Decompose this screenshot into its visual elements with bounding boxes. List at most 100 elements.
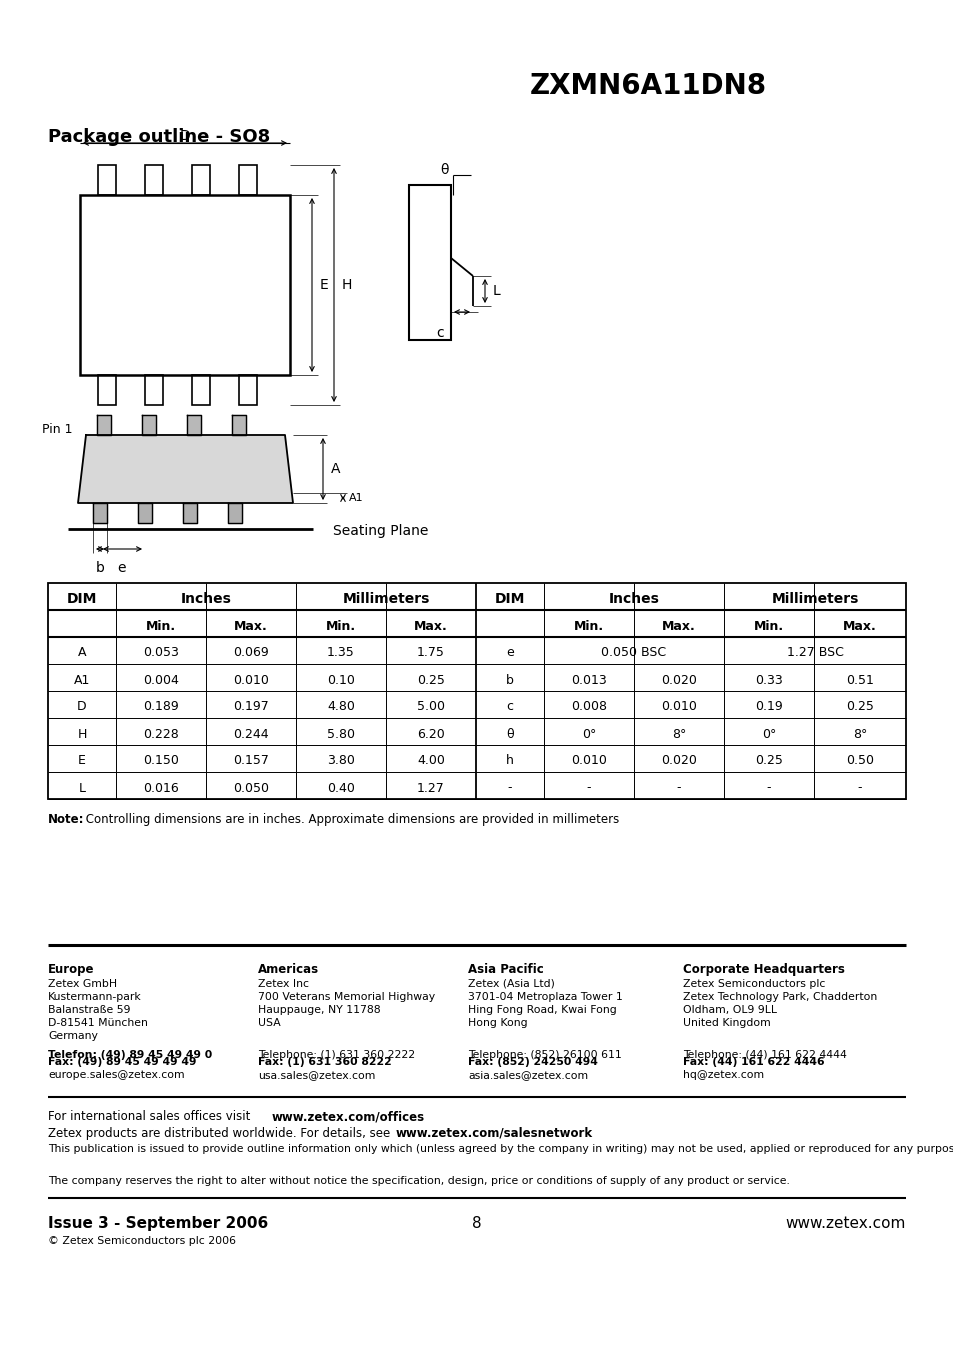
Text: Telephone: (44) 161 622 4444: Telephone: (44) 161 622 4444 <box>682 1050 846 1061</box>
Text: 0.51: 0.51 <box>845 674 873 686</box>
Text: E: E <box>319 278 329 292</box>
Text: Europe: Europe <box>48 963 94 975</box>
Text: 0.197: 0.197 <box>233 701 269 713</box>
Text: 0.016: 0.016 <box>143 781 178 794</box>
Text: Issue 3 - September 2006: Issue 3 - September 2006 <box>48 1216 268 1231</box>
Text: Max.: Max. <box>233 620 268 632</box>
Text: c: c <box>506 701 513 713</box>
Text: e: e <box>506 647 514 659</box>
Text: 0.25: 0.25 <box>416 674 444 686</box>
Text: Controlling dimensions are in inches. Approximate dimensions are provided in mil: Controlling dimensions are in inches. Ap… <box>82 813 618 825</box>
Text: For international sales offices visit: For international sales offices visit <box>48 1111 253 1123</box>
Text: 0.013: 0.013 <box>571 674 606 686</box>
Text: L: L <box>78 781 86 794</box>
Text: DIM: DIM <box>67 592 97 607</box>
Text: -: - <box>586 781 591 794</box>
Text: θ: θ <box>440 163 449 177</box>
Text: A: A <box>331 462 340 476</box>
Text: Min.: Min. <box>326 620 355 632</box>
Text: asia.sales@zetex.com: asia.sales@zetex.com <box>468 1070 587 1079</box>
Text: USA: USA <box>257 1019 280 1028</box>
Text: Fax: (44) 161 622 4446: Fax: (44) 161 622 4446 <box>682 1056 823 1067</box>
Polygon shape <box>97 415 111 435</box>
Text: D: D <box>179 128 191 143</box>
Text: 0°: 0° <box>581 727 596 740</box>
Text: A1: A1 <box>73 674 91 686</box>
Text: www.zetex.com: www.zetex.com <box>785 1216 905 1231</box>
Text: 1.27 BSC: 1.27 BSC <box>785 647 842 659</box>
Text: 4.80: 4.80 <box>327 701 355 713</box>
Bar <box>192 165 210 195</box>
Text: Millimeters: Millimeters <box>342 592 429 607</box>
Text: 0.069: 0.069 <box>233 647 269 659</box>
Text: 5.00: 5.00 <box>416 701 444 713</box>
Polygon shape <box>183 503 196 523</box>
Text: Min.: Min. <box>753 620 783 632</box>
Text: Zetex Technology Park, Chadderton: Zetex Technology Park, Chadderton <box>682 992 877 1002</box>
Text: 0.25: 0.25 <box>754 754 782 767</box>
Text: -: - <box>857 781 862 794</box>
Text: DIM: DIM <box>495 592 525 607</box>
Text: 8°: 8° <box>852 727 866 740</box>
Text: -: - <box>766 781 770 794</box>
Text: Package outline - SO8: Package outline - SO8 <box>48 128 270 146</box>
Text: 0.053: 0.053 <box>143 647 179 659</box>
Text: Inches: Inches <box>180 592 232 607</box>
Text: Zetex (Asia Ltd): Zetex (Asia Ltd) <box>468 979 555 989</box>
Text: Fax: (852) 24250 494: Fax: (852) 24250 494 <box>468 1056 598 1067</box>
Text: Millimeters: Millimeters <box>771 592 858 607</box>
Text: Hauppauge, NY 11788: Hauppauge, NY 11788 <box>257 1005 380 1015</box>
Bar <box>145 376 163 405</box>
Text: 0.228: 0.228 <box>143 727 178 740</box>
Text: Hong Kong: Hong Kong <box>468 1019 527 1028</box>
Text: 0.004: 0.004 <box>143 674 179 686</box>
Text: 4.00: 4.00 <box>416 754 444 767</box>
Text: Max.: Max. <box>414 620 447 632</box>
Text: Telefon: (49) 89 45 49 49 0: Telefon: (49) 89 45 49 49 0 <box>48 1050 212 1061</box>
Text: b: b <box>505 674 514 686</box>
Text: 0.33: 0.33 <box>755 674 782 686</box>
Text: L: L <box>493 284 500 299</box>
Text: 0.40: 0.40 <box>327 781 355 794</box>
Text: 8°: 8° <box>671 727 685 740</box>
Text: www.zetex.com/offices: www.zetex.com/offices <box>272 1111 425 1123</box>
Text: Max.: Max. <box>842 620 876 632</box>
Text: 0.010: 0.010 <box>660 701 697 713</box>
Bar <box>80 195 290 376</box>
Text: A1: A1 <box>349 493 363 503</box>
Text: H: H <box>341 278 352 292</box>
Text: Telephone: (1) 631 360 2222: Telephone: (1) 631 360 2222 <box>257 1050 415 1061</box>
Text: Balanstraße 59: Balanstraße 59 <box>48 1005 131 1015</box>
Text: H: H <box>77 727 87 740</box>
Text: 0.020: 0.020 <box>660 754 697 767</box>
Text: Seating Plane: Seating Plane <box>333 524 428 538</box>
Text: Telephone: (852) 26100 611: Telephone: (852) 26100 611 <box>468 1050 621 1061</box>
Text: 6.20: 6.20 <box>416 727 444 740</box>
Text: 8: 8 <box>472 1216 481 1231</box>
Text: 0.10: 0.10 <box>327 674 355 686</box>
Text: Americas: Americas <box>257 963 319 975</box>
Text: -: - <box>507 781 512 794</box>
Text: 0.050 BSC: 0.050 BSC <box>600 647 666 659</box>
Text: Zetex products are distributed worldwide. For details, see: Zetex products are distributed worldwide… <box>48 1127 394 1140</box>
Bar <box>98 376 116 405</box>
Text: Oldham, OL9 9LL: Oldham, OL9 9LL <box>682 1005 776 1015</box>
Text: Zetex GmbH: Zetex GmbH <box>48 979 117 989</box>
Text: Fax: (1) 631 360 8222: Fax: (1) 631 360 8222 <box>257 1056 392 1067</box>
Text: 0.050: 0.050 <box>233 781 269 794</box>
Polygon shape <box>138 503 152 523</box>
Text: 1.27: 1.27 <box>416 781 444 794</box>
Text: -: - <box>676 781 680 794</box>
Text: 0.19: 0.19 <box>755 701 782 713</box>
Text: 3.80: 3.80 <box>327 754 355 767</box>
Text: Corporate Headquarters: Corporate Headquarters <box>682 963 844 975</box>
Text: ZXMN6A11DN8: ZXMN6A11DN8 <box>530 72 766 100</box>
Text: 700 Veterans Memorial Highway: 700 Veterans Memorial Highway <box>257 992 435 1002</box>
Text: 0.008: 0.008 <box>571 701 606 713</box>
Text: Zetex Semiconductors plc: Zetex Semiconductors plc <box>682 979 824 989</box>
Text: 0.189: 0.189 <box>143 701 178 713</box>
Text: Asia Pacific: Asia Pacific <box>468 963 543 975</box>
Text: 0.157: 0.157 <box>233 754 269 767</box>
Text: www.zetex.com/salesnetwork: www.zetex.com/salesnetwork <box>395 1127 593 1140</box>
Polygon shape <box>228 503 242 523</box>
